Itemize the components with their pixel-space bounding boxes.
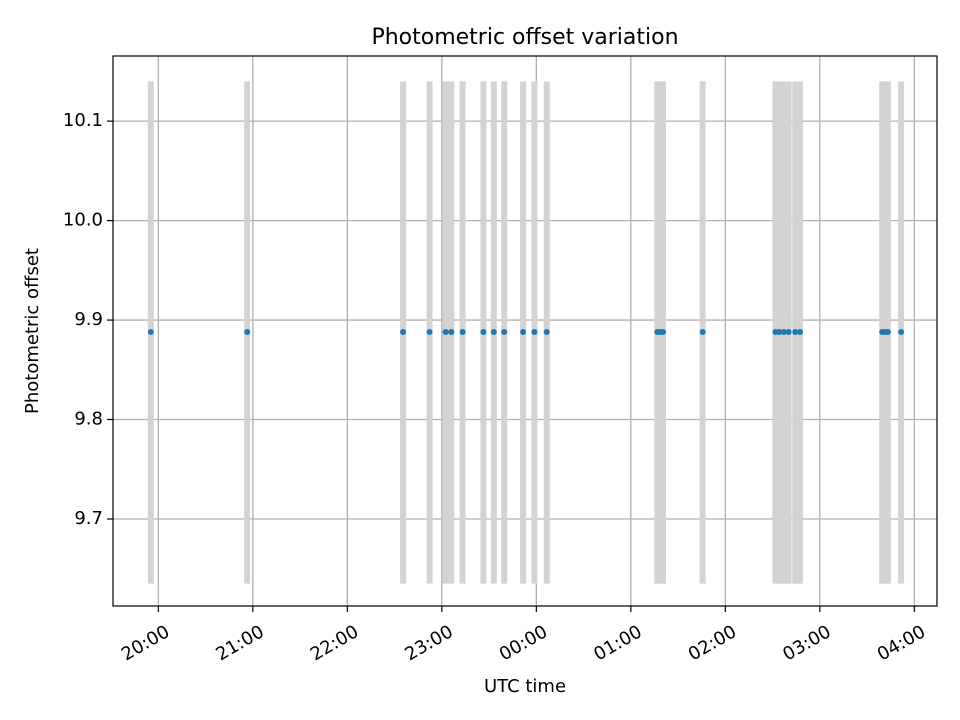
y-tick-label: 9.9	[74, 309, 103, 330]
x-tick-label: 02:00	[685, 621, 740, 665]
y-axis-label: Photometric offset	[22, 248, 43, 414]
data-point	[898, 328, 905, 335]
x-tick-label: 04:00	[874, 621, 929, 665]
data-point	[501, 328, 508, 335]
data-point	[659, 328, 666, 335]
chart-title: Photometric offset variation	[371, 25, 678, 50]
data-point	[480, 328, 487, 335]
x-tick-label: 00:00	[496, 621, 551, 665]
plot-area-frame	[112, 55, 938, 607]
data-point	[792, 328, 799, 335]
y-tick-label: 9.8	[74, 409, 103, 430]
x-tick-label: 21:00	[212, 621, 267, 665]
x-tick-label: 03:00	[779, 621, 834, 665]
y-tick-label: 9.7	[74, 508, 103, 529]
x-tick-label: 22:00	[307, 621, 362, 665]
data-point	[459, 328, 466, 335]
data-point	[400, 328, 407, 335]
data-point	[244, 328, 251, 335]
data-point	[543, 328, 550, 335]
data-points	[147, 328, 905, 335]
data-point	[520, 328, 527, 335]
x-tick-label: 20:00	[118, 621, 173, 665]
data-point	[448, 328, 455, 335]
y-tick-label: 10.0	[63, 210, 103, 231]
data-point	[796, 328, 803, 335]
data-point	[780, 328, 787, 335]
data-point	[490, 328, 497, 335]
data-point	[699, 328, 706, 335]
data-point	[147, 328, 154, 335]
data-point	[531, 328, 538, 335]
data-point	[776, 328, 783, 335]
data-point	[884, 328, 891, 335]
data-point	[426, 328, 433, 335]
data-point	[442, 328, 449, 335]
x-tick-label: 23:00	[401, 621, 456, 665]
y-tick-label: 10.1	[63, 110, 103, 131]
data-point	[785, 328, 792, 335]
x-axis-label: UTC time	[484, 676, 566, 697]
x-tick-label: 01:00	[590, 621, 645, 665]
